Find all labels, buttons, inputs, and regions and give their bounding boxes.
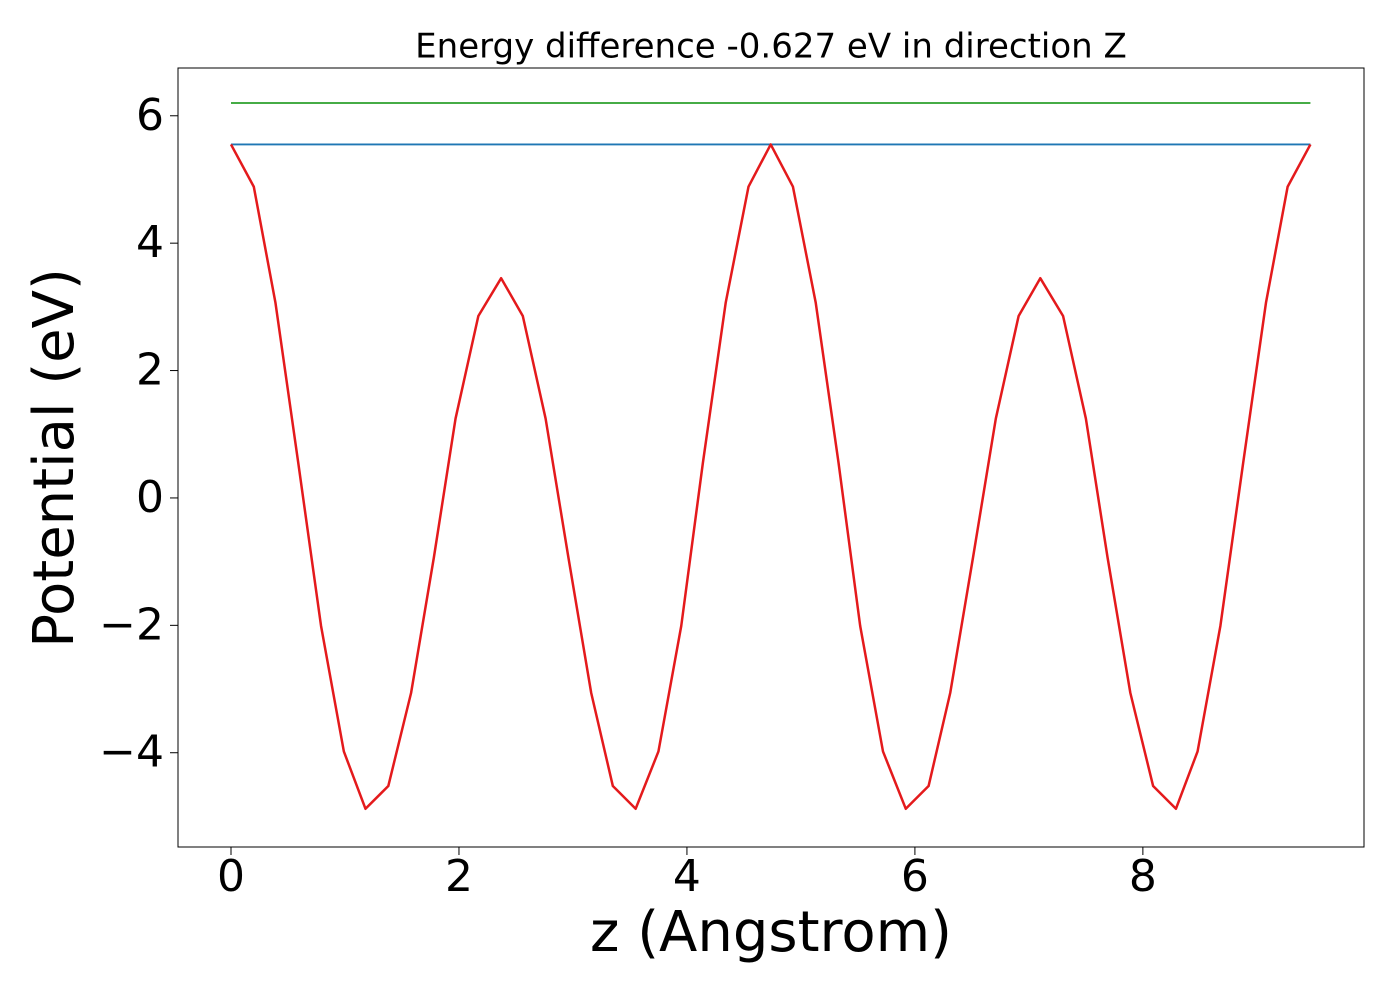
x-tick-label: 2 [445, 851, 473, 902]
chart-title: Energy difference -0.627 eV in direction… [415, 27, 1127, 67]
y-tick-label: 2 [136, 345, 164, 396]
y-tick-label: 6 [136, 90, 164, 141]
y-tick-label: −2 [99, 599, 164, 650]
x-tick-label: 4 [673, 851, 701, 902]
plot-frame [177, 67, 1365, 848]
x-tick-label: 6 [901, 851, 929, 902]
x-axis-label: z (Angstrom) [590, 900, 952, 965]
x-tick-label: 0 [217, 851, 245, 902]
y-axis-label: Potential (eV) [22, 268, 87, 648]
line [229, 143, 1312, 811]
x-tick-label: 8 [1129, 851, 1157, 902]
y-tick-label: −4 [99, 727, 164, 778]
y-tick-label: 4 [136, 217, 164, 268]
y-tick-label: 0 [136, 472, 164, 523]
